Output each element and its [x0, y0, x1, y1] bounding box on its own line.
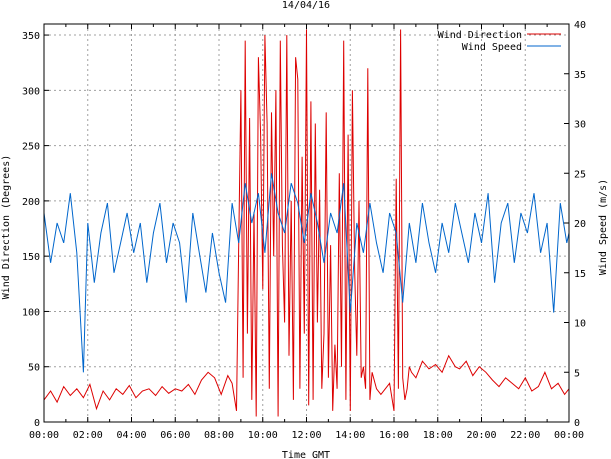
wind-direction-line	[43, 29, 570, 417]
y-left-tick-label: 150	[22, 252, 40, 263]
x-tick-label: 20:00	[466, 430, 496, 441]
x-tick-label: 16:00	[379, 430, 409, 441]
y-left-tick-label: 50	[28, 363, 40, 374]
x-tick-label: 04:00	[116, 430, 146, 441]
y-right-axis-label: Wind Speed (m/s)	[598, 179, 609, 275]
y-right-tick-label: 10	[574, 319, 586, 330]
x-tick-label: 22:00	[510, 430, 540, 441]
y-left-tick-label: 250	[22, 142, 40, 153]
x-tick-label: 08:00	[204, 430, 234, 441]
legend: Wind Direction Wind Speed	[438, 30, 561, 53]
x-tick-label: 00:00	[554, 430, 584, 441]
chart-title: 14/04/16	[282, 0, 330, 11]
legend-label-wind-speed: Wind Speed	[462, 42, 522, 53]
x-tick-label: 14:00	[335, 430, 365, 441]
y-left-tick-label: 0	[34, 418, 40, 429]
x-tick-label: 18:00	[423, 430, 453, 441]
x-tick-label: 00:00	[29, 430, 59, 441]
series-layer	[43, 29, 570, 417]
wind-speed-line	[43, 173, 570, 373]
y-left-axis-label: Wind Direction (Degrees)	[1, 155, 12, 300]
y-right-tick-label: 25	[574, 169, 586, 180]
y-right-tick-label: 40	[574, 20, 586, 31]
y-right-tick-label: 35	[574, 70, 586, 81]
y-right-tick-label: 20	[574, 219, 586, 230]
y-left-tick-label: 350	[22, 31, 40, 42]
y-right-tick-label: 15	[574, 269, 586, 280]
x-axis-label: Time GMT	[282, 450, 330, 459]
axis-ticks: 00:00 02:00 04:00 06:00 08:00 10:00 12:00 14:00…	[22, 20, 586, 441]
x-tick-label: 06:00	[160, 430, 190, 441]
legend-label-wind-direction: Wind Direction	[438, 30, 522, 41]
y-left-tick-label: 100	[22, 307, 40, 318]
y-right-tick-label: 30	[574, 120, 586, 131]
y-left-tick-label: 200	[22, 197, 40, 208]
x-tick-label: 12:00	[291, 430, 321, 441]
y-right-tick-label: 5	[574, 368, 580, 379]
y-left-tick-label: 300	[22, 86, 40, 97]
y-right-tick-label: 0	[574, 418, 580, 429]
grid-lines	[44, 24, 569, 422]
x-tick-label: 10:00	[248, 430, 278, 441]
x-tick-label: 02:00	[73, 430, 103, 441]
